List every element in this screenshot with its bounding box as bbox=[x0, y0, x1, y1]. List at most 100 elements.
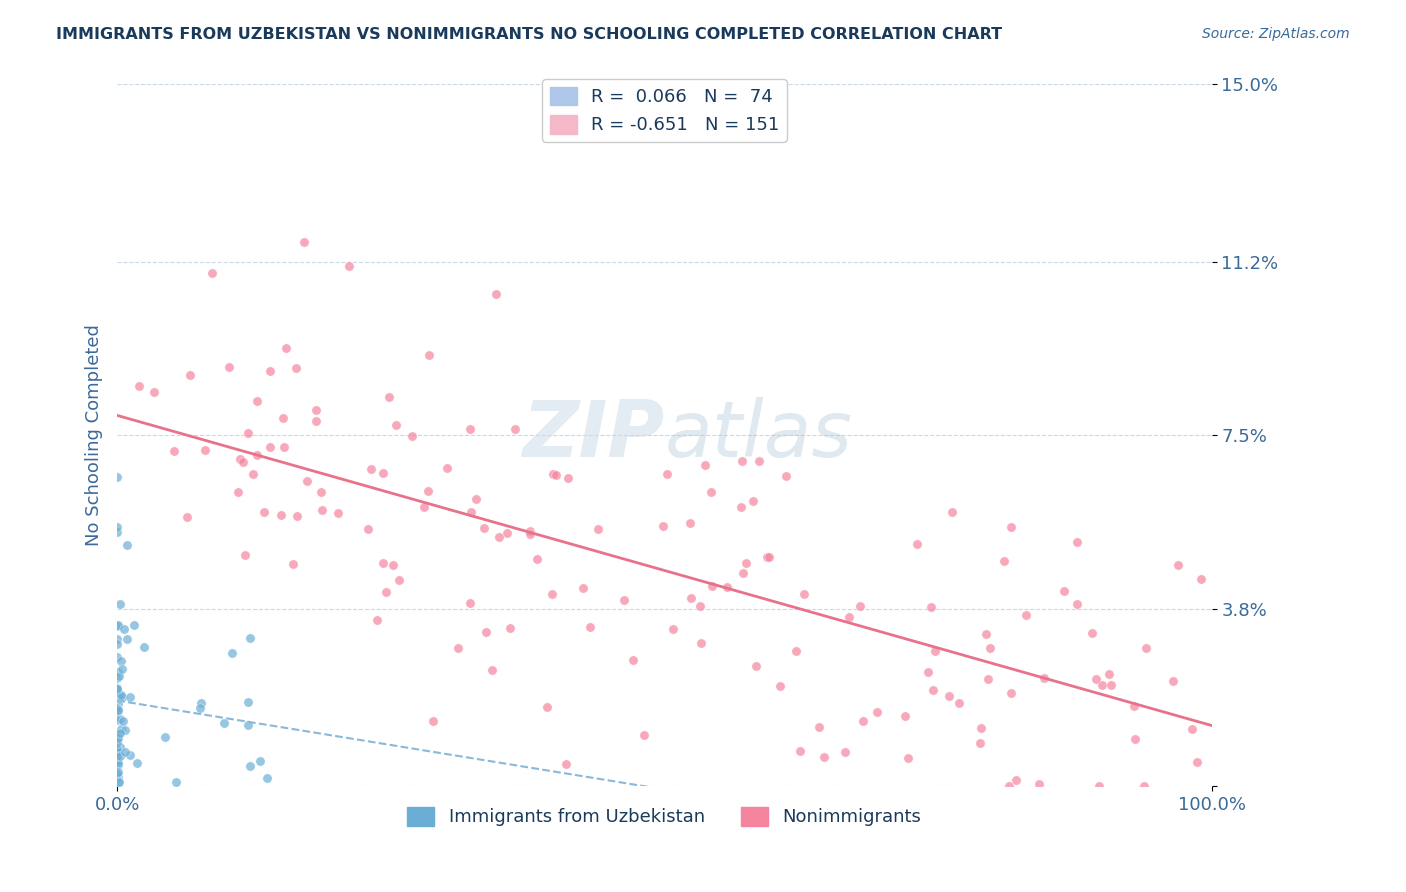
Point bbox=[1032, 671, 1054, 685]
Point bbox=[110, 689, 132, 703]
Point bbox=[238, 718, 260, 732]
Point bbox=[785, 644, 807, 658]
Point bbox=[557, 470, 579, 484]
Point bbox=[105, 736, 128, 750]
Point bbox=[134, 640, 156, 655]
Point bbox=[661, 622, 683, 636]
Point bbox=[474, 624, 496, 639]
Point bbox=[108, 749, 131, 764]
Point bbox=[239, 759, 262, 773]
Point bbox=[917, 665, 939, 679]
Point bbox=[807, 720, 830, 734]
Point bbox=[105, 619, 128, 633]
Point bbox=[107, 758, 129, 772]
Point bbox=[834, 745, 856, 759]
Point bbox=[1185, 755, 1208, 769]
Point bbox=[107, 703, 129, 717]
Point bbox=[114, 723, 136, 738]
Point bbox=[1015, 607, 1038, 622]
Point bbox=[292, 235, 315, 249]
Point bbox=[111, 690, 134, 705]
Point bbox=[1189, 573, 1212, 587]
Point bbox=[212, 716, 235, 731]
Point bbox=[105, 682, 128, 697]
Point bbox=[226, 484, 249, 499]
Point bbox=[285, 360, 308, 375]
Point bbox=[229, 451, 252, 466]
Point bbox=[920, 599, 942, 614]
Point bbox=[271, 411, 294, 425]
Point bbox=[1005, 772, 1028, 787]
Point bbox=[165, 775, 187, 789]
Point bbox=[108, 775, 131, 789]
Point bbox=[107, 618, 129, 632]
Point bbox=[436, 460, 458, 475]
Point bbox=[700, 578, 723, 592]
Point bbox=[105, 733, 128, 747]
Point bbox=[360, 462, 382, 476]
Point bbox=[108, 689, 131, 703]
Point bbox=[107, 697, 129, 711]
Point bbox=[572, 581, 595, 595]
Point bbox=[107, 705, 129, 719]
Point bbox=[499, 621, 522, 635]
Point bbox=[249, 754, 271, 768]
Point bbox=[117, 632, 139, 647]
Point bbox=[128, 378, 150, 392]
Point bbox=[924, 644, 946, 658]
Point bbox=[388, 574, 411, 588]
Point bbox=[1081, 626, 1104, 640]
Point bbox=[105, 632, 128, 647]
Point bbox=[897, 751, 920, 765]
Point bbox=[997, 780, 1019, 794]
Point bbox=[259, 364, 281, 378]
Point bbox=[176, 510, 198, 524]
Text: Source: ZipAtlas.com: Source: ZipAtlas.com bbox=[1202, 27, 1350, 41]
Point bbox=[110, 654, 132, 668]
Point bbox=[107, 731, 129, 746]
Point bbox=[813, 750, 835, 764]
Point bbox=[108, 726, 131, 740]
Point bbox=[689, 599, 711, 613]
Point bbox=[613, 593, 636, 607]
Point bbox=[503, 422, 526, 436]
Point bbox=[700, 484, 723, 499]
Point bbox=[496, 525, 519, 540]
Point bbox=[105, 681, 128, 696]
Point bbox=[1123, 731, 1146, 746]
Point bbox=[285, 508, 308, 523]
Point bbox=[526, 552, 548, 566]
Text: atlas: atlas bbox=[665, 398, 852, 474]
Point bbox=[458, 596, 481, 610]
Point bbox=[105, 767, 128, 781]
Point bbox=[118, 748, 141, 763]
Point bbox=[1091, 678, 1114, 692]
Point bbox=[295, 475, 318, 489]
Point bbox=[305, 414, 328, 428]
Point bbox=[775, 469, 797, 483]
Point bbox=[838, 609, 860, 624]
Point bbox=[1000, 520, 1022, 534]
Point bbox=[748, 454, 770, 468]
Point bbox=[742, 494, 765, 508]
Point bbox=[460, 504, 482, 518]
Point bbox=[730, 500, 752, 514]
Point bbox=[852, 714, 875, 728]
Text: IMMIGRANTS FROM UZBEKISTAN VS NONIMMIGRANTS NO SCHOOLING COMPLETED CORRELATION C: IMMIGRANTS FROM UZBEKISTAN VS NONIMMIGRA… bbox=[56, 27, 1002, 42]
Point bbox=[179, 368, 201, 382]
Point bbox=[744, 659, 766, 673]
Point bbox=[337, 259, 360, 273]
Point bbox=[1181, 722, 1204, 736]
Point bbox=[107, 728, 129, 742]
Point bbox=[105, 469, 128, 483]
Point bbox=[239, 631, 262, 645]
Point bbox=[105, 671, 128, 685]
Point bbox=[849, 599, 872, 614]
Point bbox=[270, 508, 292, 523]
Point bbox=[578, 620, 600, 634]
Point bbox=[378, 391, 401, 405]
Point bbox=[276, 341, 298, 355]
Point bbox=[326, 506, 349, 520]
Point bbox=[105, 743, 128, 757]
Point bbox=[112, 714, 135, 728]
